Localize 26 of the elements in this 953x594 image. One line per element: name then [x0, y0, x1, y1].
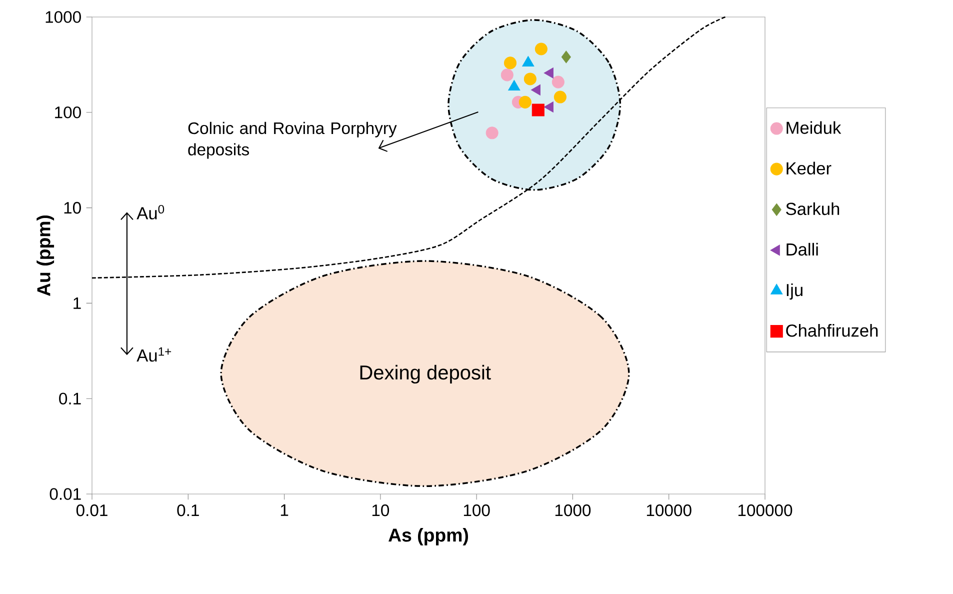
legend-label: Keder [786, 162, 832, 175]
x-tick-label: 0.1 [177, 504, 199, 516]
x-tick-label: 1 [280, 504, 288, 516]
x-tick-label: 10 [372, 504, 390, 516]
legend-label: Dalli [786, 242, 818, 256]
legend-label: Sarkuh [786, 202, 840, 216]
x-tick-label: 10000 [646, 504, 692, 516]
y-tick-label: 1000 [46, 11, 81, 23]
x-axis-title: As (ppm) [388, 528, 468, 546]
y-tick-label: 10 [64, 202, 81, 214]
x-tick-label: 100 [464, 504, 490, 516]
x-tick-label: 0.01 [76, 504, 108, 516]
annotation: Dexing deposit [360, 364, 491, 384]
annotation: Au$^{1+}$ [136, 347, 172, 362]
y-tick-label: 0.1 [59, 392, 81, 405]
x-tick-label: 100000 [738, 504, 792, 516]
annotation: Colnic and Rovina Porphyry deposits [188, 122, 397, 159]
legend-label: Chahfiruzeh [786, 324, 878, 337]
x-tick-label: 1000 [555, 504, 591, 516]
legend-label: Meiduk [786, 121, 842, 134]
legend-label: Iju [786, 283, 802, 300]
y-tick-label: 0.01 [50, 488, 81, 500]
y-tick-label: 1 [74, 297, 81, 309]
annotation: Au$^{0}$ [136, 204, 164, 220]
y-axis-title: Au (ppm) [36, 215, 54, 296]
y-tick-label: 100 [55, 106, 81, 118]
